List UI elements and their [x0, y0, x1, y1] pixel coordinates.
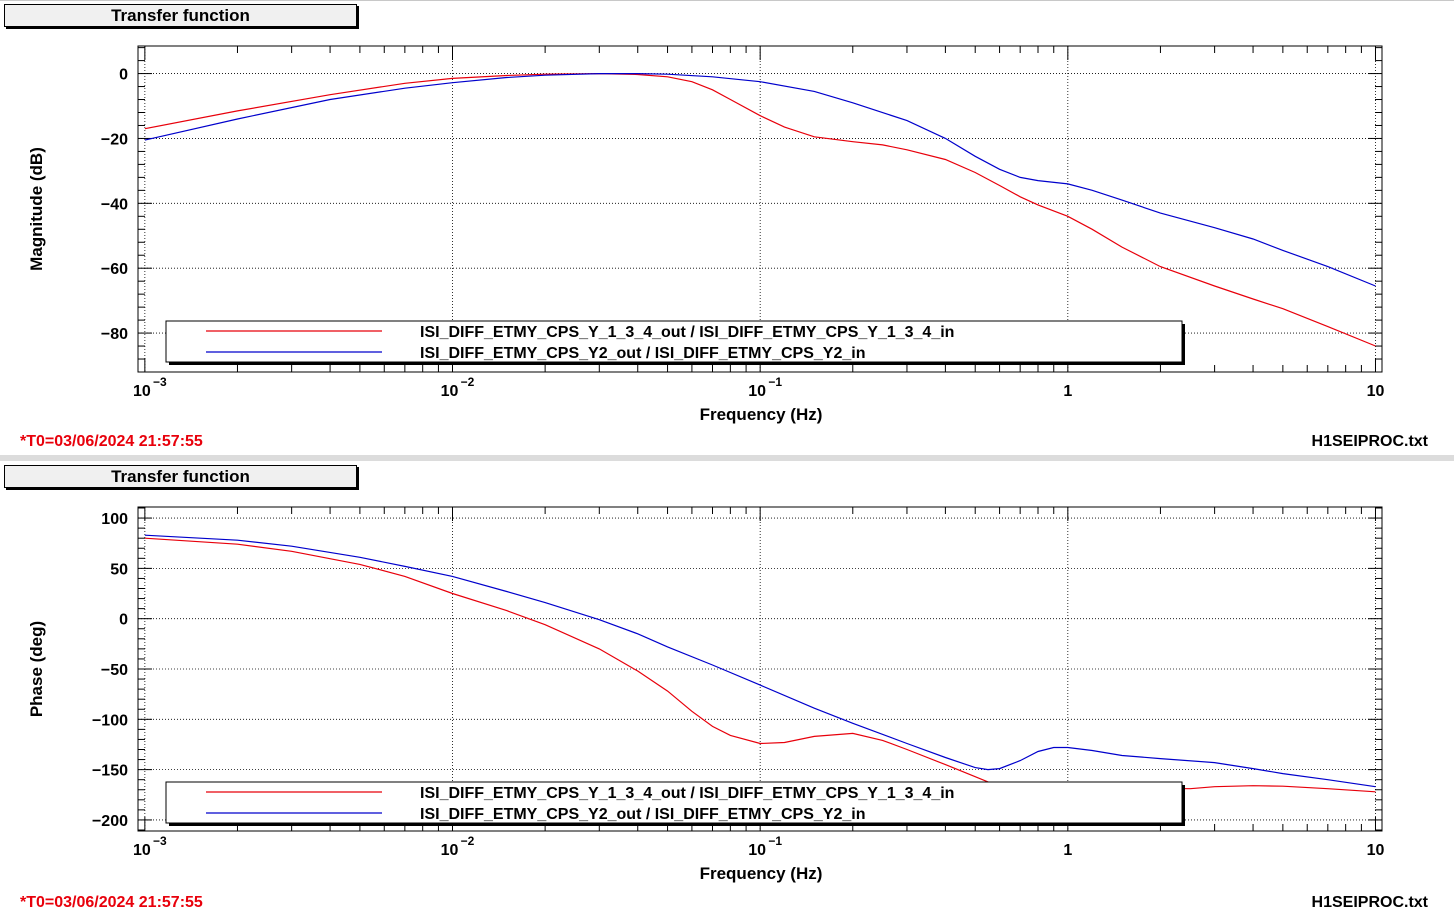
- x-tick-label-exponent: −2: [461, 834, 475, 848]
- magnitude-pad[interactable]: Transfer function 0 −20 −40 −60 −80 10 −3 10 −2 1…: [0, 0, 1454, 455]
- x-tick-label-exponent: −3: [153, 834, 167, 848]
- series-line-1: [144, 537, 1376, 793]
- legend-label-1: ISI_DIFF_ETMY_CPS_Y_1_3_4_out / ISI_DIFF…: [420, 324, 954, 341]
- x-tick-label: 10−1: [748, 375, 782, 400]
- x-tick-label-base: 10: [133, 842, 151, 859]
- plot-frame: [137, 506, 1383, 832]
- series-line-1: [144, 72, 1376, 347]
- x-tick-label-base: 10: [1367, 842, 1385, 859]
- y-axis-label: Magnitude (dB): [27, 147, 46, 271]
- legend-label-2: ISI_DIFF_ETMY_CPS_Y2_out / ISI_DIFF_ETMY…: [420, 806, 865, 823]
- y-axis-label: Phase (deg): [27, 621, 46, 717]
- x-tick-label: 10: [1367, 842, 1385, 859]
- y-tick-label: −150: [92, 763, 128, 780]
- x-tick-label: 1: [1063, 383, 1072, 400]
- x-tick-label: 1: [1063, 842, 1072, 859]
- y-tick-label: 0: [119, 67, 128, 84]
- window-top-border: [0, 0, 1454, 1]
- y-tick-label: −20: [101, 131, 128, 148]
- x-tick-label-base: 10: [441, 383, 459, 400]
- x-tick-label-base: 10: [133, 383, 151, 400]
- x-tick-label: 10: [1367, 383, 1385, 400]
- x-tick-label-exponent: −1: [768, 375, 782, 389]
- x-tick-label: 10−3: [133, 375, 167, 400]
- y-tick-label: −60: [101, 261, 128, 278]
- x-tick-label-base: 10: [748, 842, 766, 859]
- x-tick-label: 10−3: [133, 834, 167, 859]
- y-tick-label: 0: [119, 612, 128, 629]
- x-tick-label-base: 10: [748, 383, 766, 400]
- x-tick-label-exponent: −1: [768, 834, 782, 848]
- pad-separator: [0, 455, 1454, 461]
- x-tick-label-base: 10: [1367, 383, 1385, 400]
- y-tick-label: −50: [101, 662, 128, 679]
- legend-label-1: ISI_DIFF_ETMY_CPS_Y_1_3_4_out / ISI_DIFF…: [420, 785, 954, 802]
- y-tick-label: −200: [92, 813, 128, 830]
- phase-pad[interactable]: Transfer function 100 50 0 −50 −100 −150 −200 1…: [0, 461, 1454, 914]
- y-tick-label: 100: [101, 511, 128, 528]
- x-tick-label: 10−1: [748, 834, 782, 859]
- y-tick-label: −80: [101, 326, 128, 343]
- x-tick-label-base: 1: [1063, 383, 1072, 400]
- pad-title-box: Transfer function: [4, 4, 357, 27]
- x-tick-label-base: 1: [1063, 842, 1072, 859]
- y-tick-label: 50: [110, 561, 128, 578]
- t0-timestamp: *T0=03/06/2024 21:57:55: [20, 433, 203, 450]
- pad-title: Transfer function: [111, 6, 250, 25]
- x-axis-label: Frequency (Hz): [700, 405, 823, 424]
- x-tick-label: 10−2: [441, 834, 475, 859]
- t0-timestamp: *T0=03/06/2024 21:57:55: [20, 894, 203, 911]
- pad-title: Transfer function: [111, 467, 250, 486]
- series-line-2: [144, 534, 1376, 788]
- legend-box: [165, 320, 1183, 363]
- source-filename: H1SEIPROC.txt: [1311, 894, 1428, 911]
- y-tick-label: −100: [92, 712, 128, 729]
- source-filename: H1SEIPROC.txt: [1311, 433, 1428, 450]
- legend-label-2: ISI_DIFF_ETMY_CPS_Y2_out / ISI_DIFF_ETMY…: [420, 345, 865, 362]
- series-line-2: [144, 72, 1376, 287]
- x-tick-label-exponent: −3: [153, 375, 167, 389]
- y-tick-label: −40: [101, 196, 128, 213]
- x-tick-label-base: 10: [441, 842, 459, 859]
- pad-title-box: Transfer function: [4, 465, 357, 488]
- x-tick-label-exponent: −2: [461, 375, 475, 389]
- x-axis-label: Frequency (Hz): [700, 864, 823, 883]
- plot-frame: [137, 45, 1383, 373]
- x-tick-label: 10−2: [441, 375, 475, 400]
- legend-box: [165, 781, 1183, 824]
